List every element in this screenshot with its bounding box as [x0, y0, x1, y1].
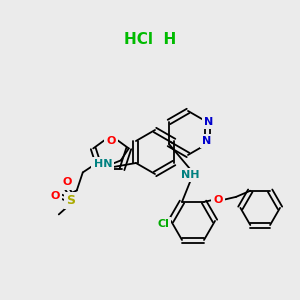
Text: O: O	[50, 191, 59, 201]
Text: HCl  H: HCl H	[124, 32, 176, 47]
Text: O: O	[62, 177, 71, 188]
Text: Cl: Cl	[157, 219, 169, 229]
Text: NH: NH	[181, 170, 199, 180]
Text: S: S	[66, 194, 75, 207]
Text: O: O	[106, 136, 116, 146]
Text: N: N	[204, 117, 214, 127]
Text: N: N	[202, 136, 212, 146]
Text: HN: HN	[94, 159, 112, 170]
Text: O: O	[213, 195, 223, 205]
